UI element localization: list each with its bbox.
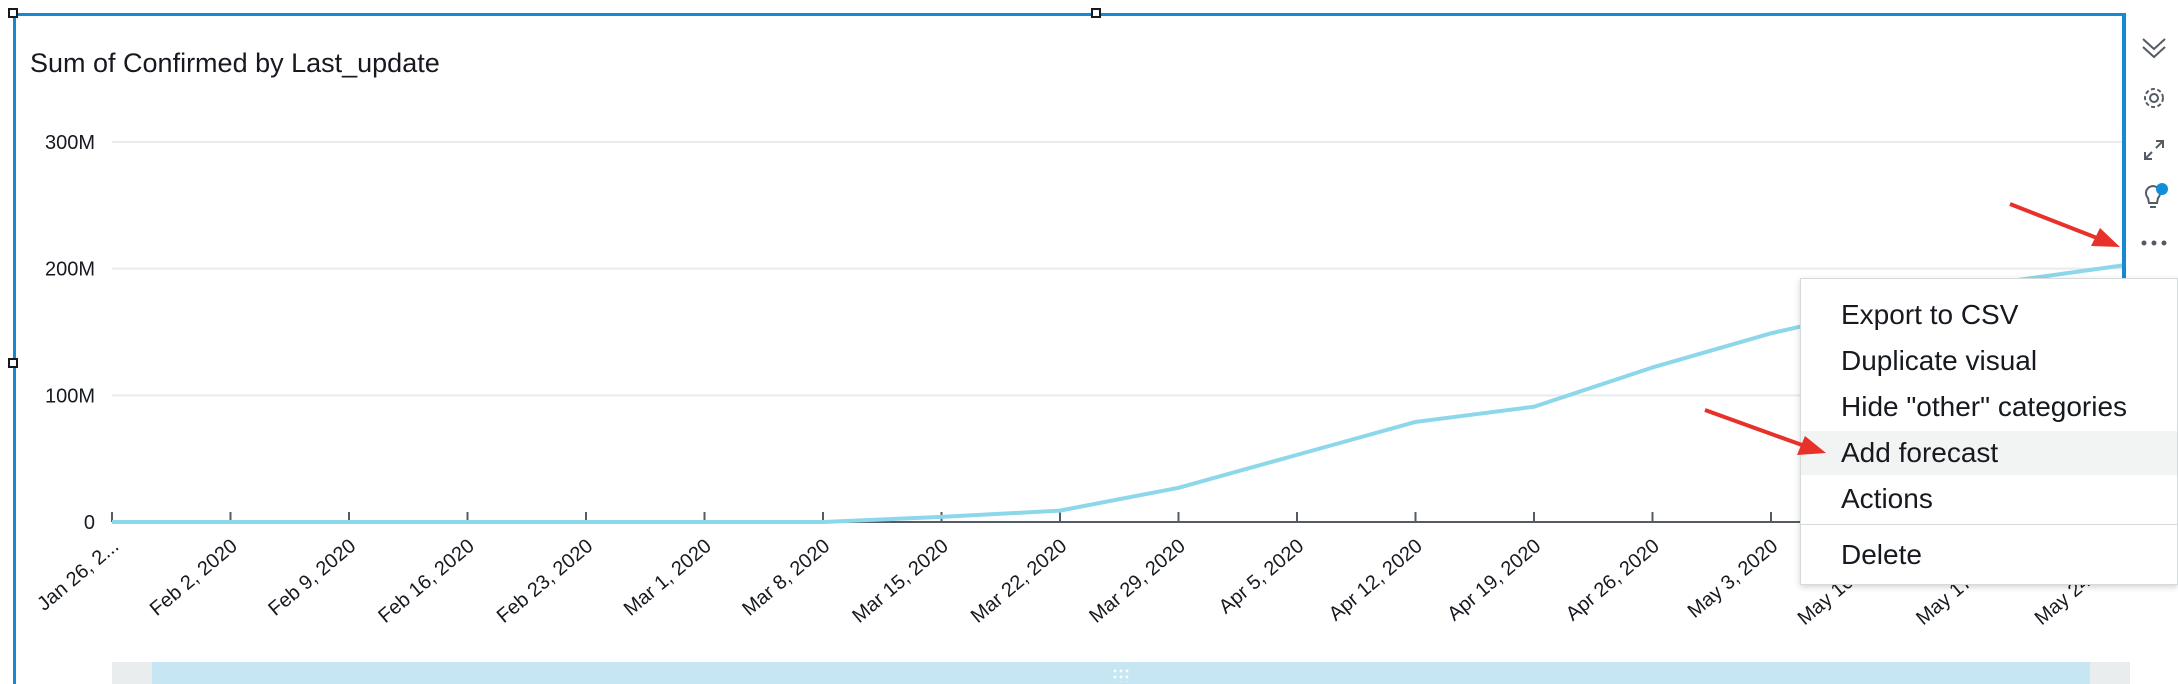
more-options-button[interactable] — [2130, 233, 2178, 277]
expand-button[interactable] — [2130, 135, 2178, 179]
x-tick-label: Feb 2, 2020 — [146, 535, 242, 620]
x-tick-label: Feb 16, 2020 — [374, 535, 478, 628]
settings-button[interactable] — [2130, 83, 2178, 127]
x-tick-label: Feb 23, 2020 — [493, 535, 597, 628]
y-tick-label: 100M — [45, 385, 95, 407]
resize-handle-top-left[interactable] — [8, 8, 18, 18]
notification-badge — [2156, 183, 2168, 195]
expand-arrows-icon — [2144, 140, 2164, 160]
ellipsis-icon — [2141, 240, 2167, 246]
visual-title: Sum of Confirmed by Last_update — [30, 48, 440, 78]
menu-divider — [1801, 524, 2177, 525]
collapse-button[interactable] — [2130, 33, 2178, 77]
y-axis: 300M 200M 100M 0 — [45, 132, 95, 534]
x-tick-label: May 3, 2020 — [1684, 535, 1782, 623]
gear-icon — [2144, 88, 2164, 108]
x-tick-label: Feb 9, 2020 — [264, 535, 360, 620]
double-chevron-down-icon — [2142, 38, 2166, 59]
x-tick-label: Mar 8, 2020 — [738, 535, 834, 620]
menu-item-delete[interactable]: Delete — [1841, 539, 1922, 570]
resize-handle-top-center[interactable] — [1091, 8, 1101, 18]
gridlines — [112, 141, 2125, 397]
x-tick-label: Mar 1, 2020 — [620, 535, 716, 620]
resize-handle-middle-left[interactable] — [8, 358, 18, 368]
visual-options-menu: Export to CSV Duplicate visual Hide "oth… — [1800, 278, 2178, 585]
x-tick-label: Apr 19, 2020 — [1443, 535, 1545, 625]
menu-item-hide-other-categories[interactable]: Hide "other" categories — [1841, 391, 2128, 422]
x-tick-label: Mar 15, 2020 — [848, 535, 952, 628]
scrollbar-grip-icon — [1112, 668, 1130, 682]
x-tick-label: Mar 22, 2020 — [967, 535, 1071, 628]
insights-button[interactable] — [2130, 181, 2178, 225]
y-tick-label: 200M — [45, 259, 95, 281]
menu-item-actions[interactable]: Actions — [1841, 483, 1933, 514]
x-tick-label: Apr 5, 2020 — [1215, 535, 1308, 618]
visual-toolbar — [2122, 13, 2178, 288]
menu-item-duplicate-visual[interactable]: Duplicate visual — [1841, 345, 2038, 376]
lightbulb-icon — [2145, 183, 2168, 208]
menu-item-add-forecast[interactable]: Add forecast — [1801, 431, 2177, 475]
x-tick-label: Apr 12, 2020 — [1325, 535, 1427, 625]
menu-item-export-to-csv[interactable]: Export to CSV — [1841, 299, 2019, 330]
x-tick-label: Apr 26, 2020 — [1562, 535, 1664, 625]
y-tick-label: 0 — [84, 512, 95, 534]
y-tick-label: 300M — [45, 132, 95, 154]
x-tick-label: Mar 29, 2020 — [1085, 535, 1189, 628]
x-tick-label: Jan 26, 2... — [33, 535, 123, 615]
